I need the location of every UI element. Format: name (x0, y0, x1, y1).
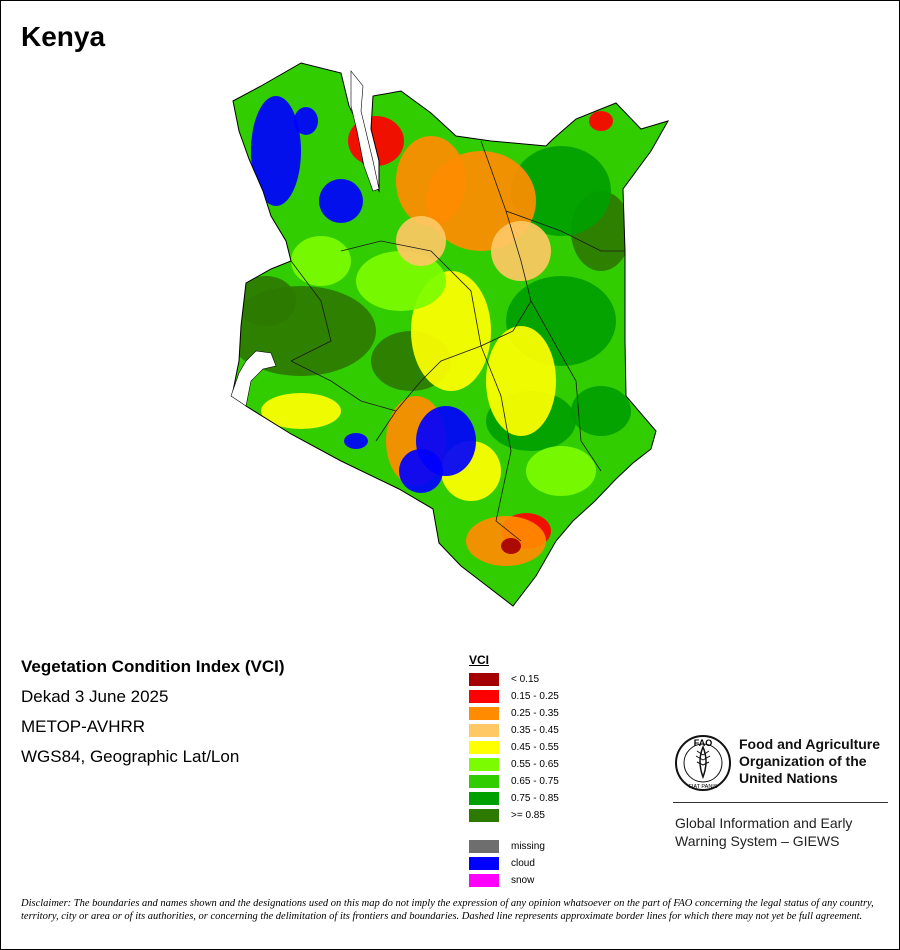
legend-class-label: 0.65 - 0.75 (511, 776, 559, 787)
legend-class-label: 0.35 - 0.45 (511, 725, 559, 736)
vci-patch (526, 446, 596, 496)
legend-class-swatch (469, 690, 499, 703)
vci-patch (261, 393, 341, 429)
legend-class-swatch (469, 741, 499, 754)
vci-patch (344, 433, 368, 449)
fao-org-line3: United Nations (739, 770, 838, 786)
disclaimer-text: Disclaimer: The boundaries and names sho… (21, 898, 874, 922)
vci-patch (501, 538, 521, 554)
vci-patch (251, 96, 301, 206)
vci-patch (511, 146, 611, 236)
legend-class-swatch (469, 707, 499, 720)
fao-motto: FIAT PANIS (688, 784, 717, 790)
legend-class-swatch (469, 758, 499, 771)
map-title: Kenya (21, 21, 106, 52)
legend-class-row: 0.35 - 0.45 (469, 722, 559, 739)
legend-class-row: 0.15 - 0.25 (469, 688, 559, 705)
legend-class-swatch (469, 792, 499, 805)
legend-class-row: >= 0.85 (469, 807, 545, 824)
kenya-vci-map (230, 62, 670, 607)
legend-special-row: snow (469, 872, 534, 889)
legend-class-swatch (469, 809, 499, 822)
legend-class-row: 0.65 - 0.75 (469, 773, 559, 790)
vci-legend: VCI < 0.15 0.15 - 0.25 0.25 - 0.35 0.35 - 0… (469, 653, 559, 889)
logo-divider (673, 802, 888, 803)
vci-raster (233, 63, 668, 606)
fao-emblem-icon: FAO FIAT PANIS (675, 735, 731, 791)
map-info: Vegetation Condition Index (VCI) Dekad 3… (21, 657, 285, 777)
vci-patch (294, 107, 318, 135)
legend-class-label: 0.45 - 0.55 (511, 742, 559, 753)
legend-class-label: >= 0.85 (511, 810, 545, 821)
sensor-text: METOP-AVHRR (21, 717, 146, 736)
fao-org-line2: Organization of the (739, 753, 867, 769)
legend-special-label: missing (511, 841, 545, 852)
fao-emblem-text: FAO (694, 738, 713, 748)
legend-class-row: < 0.15 (469, 671, 539, 688)
legend-class-label: 0.15 - 0.25 (511, 691, 559, 702)
legend-special-row: missing (469, 838, 545, 855)
fao-org-name: Food and Agriculture Organization of the… (739, 736, 889, 787)
legend-special-label: snow (511, 875, 535, 886)
legend-class-label: < 0.15 (511, 674, 540, 685)
fao-org-line1: Food and Agriculture (739, 736, 881, 752)
vci-patch (356, 251, 446, 311)
fao-logo: FAO FIAT PANIS Food and Agriculture Orga… (673, 733, 880, 798)
lake-victoria (230, 350, 277, 407)
vci-patch (486, 326, 556, 436)
legend-title: VCI (469, 653, 490, 667)
province-boundaries (290, 140, 625, 542)
vci-patch (571, 386, 631, 436)
vci-patch (589, 111, 613, 131)
vci-patch (396, 136, 466, 226)
vci-patch (399, 449, 443, 493)
product-name: Vegetation Condition Index (VCI) (21, 657, 285, 676)
giews-label: Global Information and Early Warning Sys… (675, 814, 885, 850)
projection-text: WGS84, Geographic Lat/Lon (21, 747, 240, 766)
legend-special-row: cloud (469, 855, 535, 872)
legend-special-swatch (469, 840, 499, 853)
legend-class-label: 0.55 - 0.65 (511, 759, 559, 770)
legend-class-row: 0.75 - 0.85 (469, 790, 559, 807)
period-text: Dekad 3 June 2025 (21, 687, 169, 706)
legend-special-swatch (469, 874, 499, 887)
legend-class-label: 0.75 - 0.85 (511, 793, 559, 804)
legend-class-row: 0.25 - 0.35 (469, 705, 559, 722)
legend-special-swatch (469, 857, 499, 870)
vci-patch (291, 236, 351, 286)
legend-class-row: 0.45 - 0.55 (469, 739, 559, 756)
vci-patch (319, 179, 363, 223)
legend-class-swatch (469, 673, 499, 686)
giews-line1: Global Information and Early (675, 815, 853, 831)
legend-class-swatch (469, 775, 499, 788)
legend-class-label: 0.25 - 0.35 (511, 708, 559, 719)
legend-class-swatch (469, 724, 499, 737)
vci-patch (491, 221, 551, 281)
legend-special-label: cloud (511, 858, 535, 869)
legend-class-row: 0.55 - 0.65 (469, 756, 559, 773)
lake-turkana (350, 70, 380, 192)
vci-patch (236, 276, 296, 326)
giews-line2: Warning System – GIEWS (675, 833, 840, 849)
country-border (232, 62, 670, 607)
